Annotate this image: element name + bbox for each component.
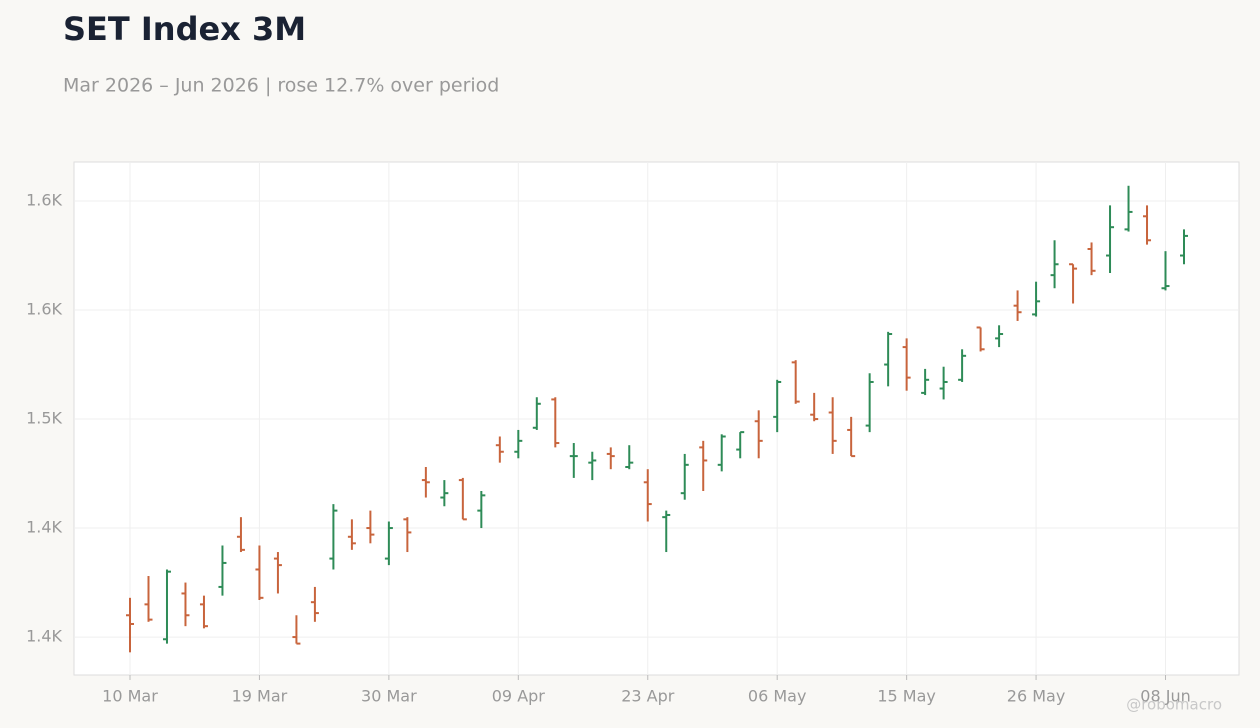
x-tick-label: 23 Apr: [621, 687, 675, 706]
y-tick-label: 1.6K: [26, 191, 62, 210]
y-tick-label: 1.4K: [26, 627, 62, 646]
x-tick-label: 30 Mar: [361, 687, 417, 706]
x-tick-label: 10 Mar: [102, 687, 158, 706]
y-tick-label: 1.6K: [26, 300, 62, 319]
x-tick-label: 26 May: [1007, 687, 1066, 706]
x-tick-label: 19 Mar: [232, 687, 288, 706]
y-tick-label: 1.5K: [26, 409, 62, 428]
x-tick-label: 06 May: [748, 687, 807, 706]
y-tick-label: 1.4K: [26, 518, 62, 537]
x-tick-label: 08 Jun: [1140, 687, 1190, 706]
x-tick-label: 15 May: [877, 687, 936, 706]
plot-area: [73, 161, 1240, 676]
chart-title: SET Index 3M: [63, 10, 306, 48]
x-tick-label: 09 Apr: [492, 687, 546, 706]
watermark: @robomacro: [1126, 696, 1222, 714]
chart-subtitle: Mar 2026 – Jun 2026 | rose 12.7% over pe…: [63, 75, 499, 97]
